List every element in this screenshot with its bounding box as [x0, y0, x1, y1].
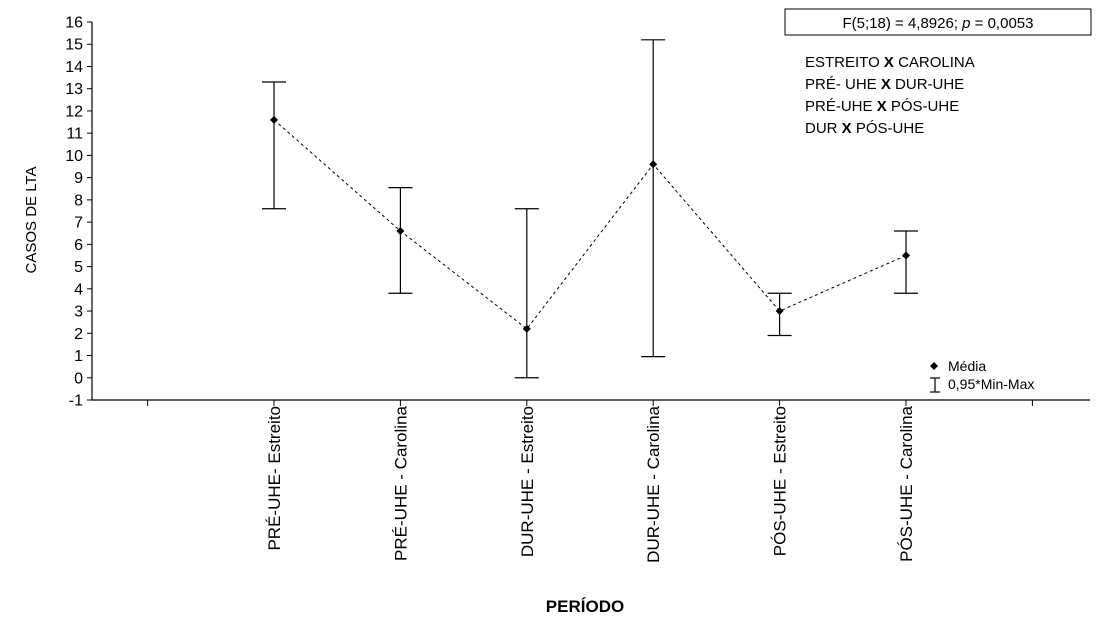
stat-p-symbol: p — [961, 15, 970, 32]
stat-text: F(5;18) = 4,8926; p = 0,0053 — [843, 15, 1034, 32]
y-tick-label: 12 — [65, 103, 83, 120]
stat-prefix: F(5;18) = 4,8926; — [843, 15, 963, 32]
comparison-row: ESTREITO X CAROLINA — [805, 54, 975, 71]
axes-layer — [91, 22, 1090, 401]
x-category-label: DUR-UHE - Carolina — [644, 405, 663, 562]
y-axis-title: CASOS DE LTA — [23, 167, 40, 274]
y-tick-label: 2 — [74, 326, 83, 343]
comparison-row: PRÉ- UHE X DUR-UHE — [805, 76, 964, 93]
y-tick-label: 13 — [65, 81, 83, 98]
legend-range-marker — [930, 377, 940, 393]
y-tick-label: 8 — [74, 192, 83, 209]
stat-suffix: = 0,0053 — [971, 15, 1034, 32]
mean-line — [273, 119, 907, 330]
error-bar — [388, 187, 413, 294]
y-tick-label: 1 — [74, 348, 83, 365]
y-tick-label: 10 — [65, 148, 83, 165]
x-category-label: PRÉ-UHE - Carolina — [391, 405, 410, 560]
legend-range-label: 0,95*Min-Max — [948, 376, 1034, 392]
y-tick-label: 4 — [74, 281, 83, 298]
mean-point — [270, 115, 278, 124]
series-layer — [262, 39, 918, 379]
y-tick-label: 3 — [74, 304, 83, 321]
y-tick-label: 14 — [65, 59, 83, 76]
y-tick-label: 5 — [74, 259, 83, 276]
y-tick-label: 11 — [66, 126, 83, 143]
x-category-label: PÓS-UHE - Carolina — [897, 405, 916, 561]
x-axis-ticks: PRÉ-UHE- Estreito PRÉ-UHE - Carolina DUR-U… — [147, 400, 1033, 563]
error-bar — [641, 39, 666, 358]
x-category-label: PRÉ-UHE- Estreito — [265, 406, 284, 551]
y-tick-label: 6 — [74, 237, 83, 254]
mean-point — [522, 324, 531, 333]
error-bar — [262, 81, 286, 210]
legend-mean-marker — [930, 362, 938, 370]
comparison-row: PRÉ-UHE X PÓS-UHE — [805, 98, 959, 115]
mean-point — [396, 227, 405, 236]
y-tick-label: 0 — [74, 370, 83, 387]
comparison-list: ESTREITO X CAROLINA PRÉ- UHE X DUR-UHE PRÉ… — [805, 54, 975, 137]
mean-point — [902, 251, 910, 260]
error-bar — [514, 208, 539, 379]
stat-box: F(5;18) = 4,8926; p = 0,0053 — [784, 8, 1092, 36]
x-category-label: PÓS-UHE - Estreito — [771, 406, 790, 556]
y-tick-label: 9 — [74, 170, 83, 187]
y-tick-label: 16 — [65, 15, 83, 32]
mean-point — [775, 307, 784, 316]
legend: Média 0,95*Min-Max — [930, 358, 1034, 393]
y-tick-label: 7 — [74, 215, 83, 232]
error-bar — [894, 230, 918, 294]
comparison-row: DUR X PÓS-UHE — [805, 120, 924, 137]
y-tick-label: -1 — [69, 393, 83, 410]
legend-mean-label: Média — [948, 358, 986, 374]
x-axis-title: PERÍODO — [546, 597, 624, 616]
x-category-label: DUR-UHE - Estreito — [518, 406, 537, 557]
y-tick-label: 15 — [65, 37, 83, 54]
mean-point — [649, 160, 658, 169]
